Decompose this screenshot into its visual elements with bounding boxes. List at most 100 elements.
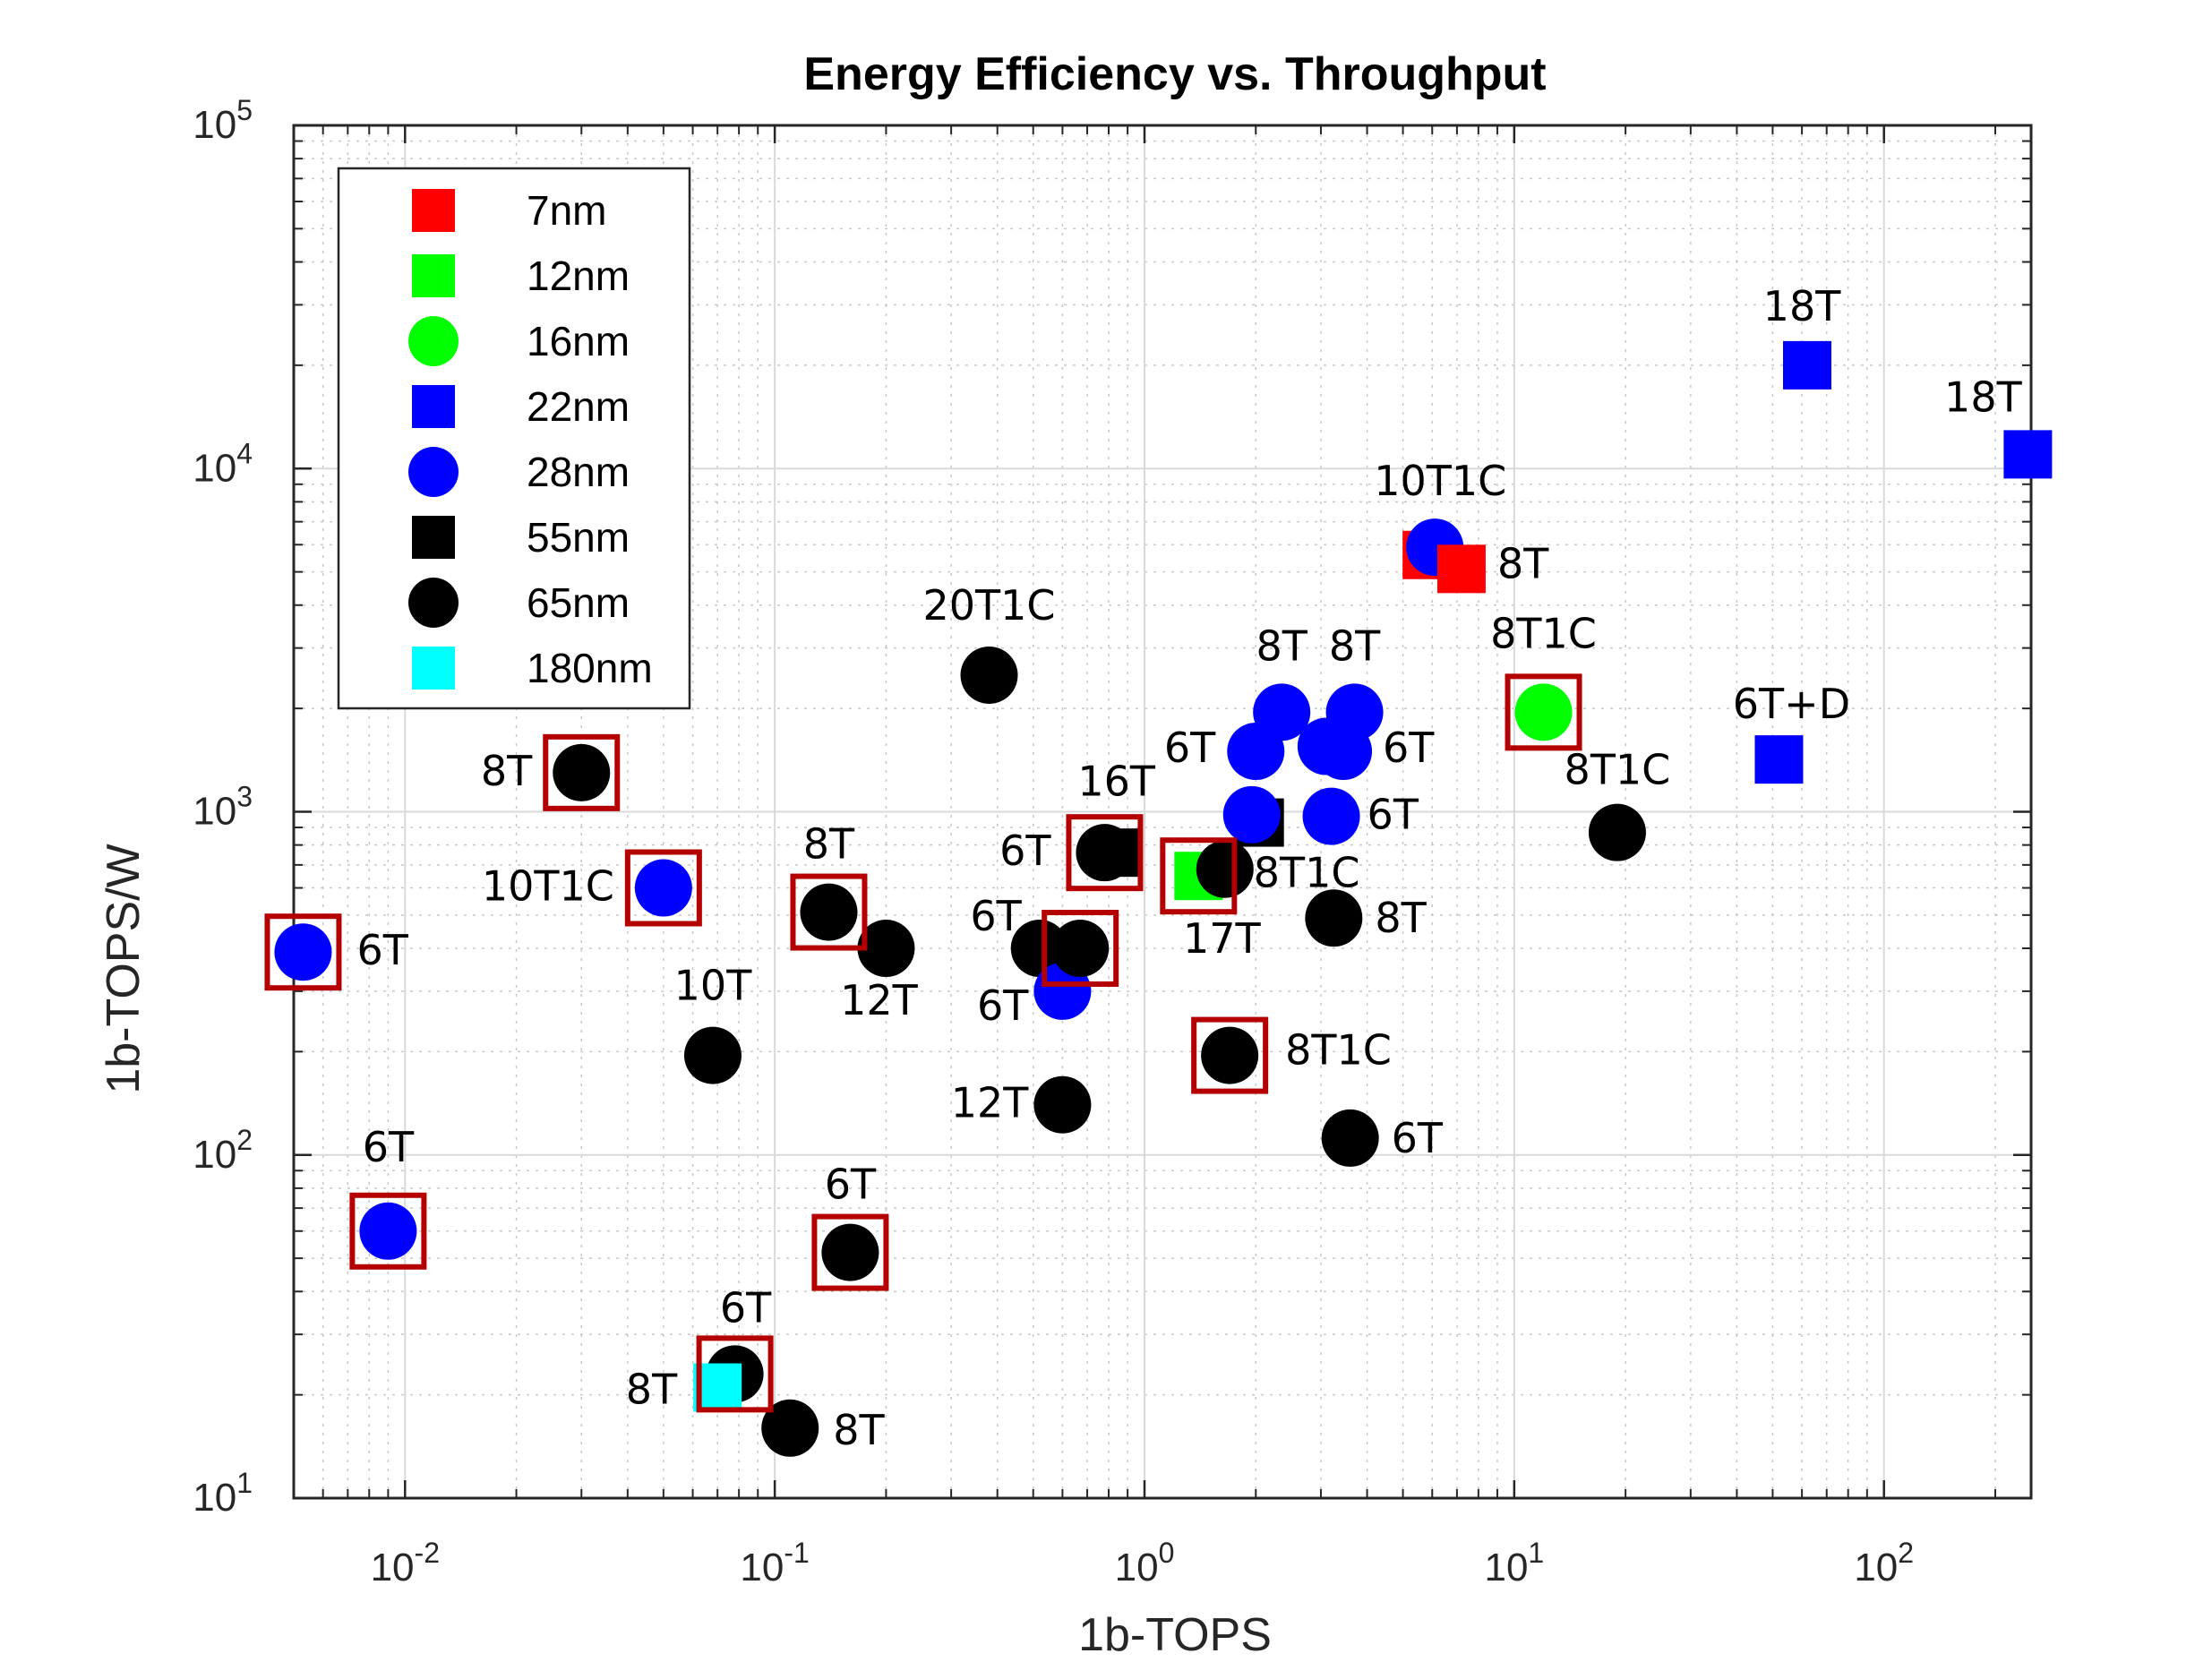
legend: 7nm 12nm 16nm 22nm 28nm 55nm 65nm 180nm — [337, 167, 691, 710]
point-label: 6T — [1392, 1114, 1444, 1162]
data-point-16nm — [1514, 683, 1573, 741]
legend-label-22nm: 22nm — [527, 383, 630, 430]
data-point-65nm — [1076, 824, 1134, 882]
data-point-65nm — [821, 1223, 879, 1281]
data-point-65nm — [1196, 840, 1254, 898]
legend-marker-16nm — [408, 316, 459, 366]
highlight-box — [349, 1192, 427, 1270]
data-point-28nm — [274, 923, 332, 981]
x-tick-label: 102 — [1854, 1537, 1914, 1589]
point-label: 6T — [356, 926, 408, 974]
highlight-box — [790, 873, 868, 951]
highlight-box — [1160, 837, 1238, 915]
legend-box — [337, 167, 691, 710]
minor-grid — [294, 125, 2031, 1498]
point-label: 8T1C — [1565, 746, 1671, 794]
y-tick-label: 102 — [193, 1124, 253, 1177]
highlight-box — [1042, 910, 1119, 988]
x-tick-label: 101 — [1484, 1537, 1544, 1589]
data-point-65nm — [1051, 920, 1110, 978]
data-point-28nm — [1253, 683, 1311, 741]
point-label: 6T — [999, 827, 1051, 875]
data-point-65nm — [1033, 1075, 1092, 1134]
point-label: 8T1C — [1285, 1026, 1392, 1075]
point-label: 18T — [1944, 373, 2023, 421]
point-label: 8T — [481, 747, 533, 795]
legend-label-28nm: 28nm — [527, 449, 630, 495]
legend-marker-12nm — [412, 254, 455, 297]
point-label: 18T — [1763, 282, 1842, 330]
point-label: 12T — [951, 1079, 1030, 1127]
highlight-box — [696, 1335, 774, 1413]
legend-label-65nm: 65nm — [527, 579, 630, 626]
data-point-65nm — [683, 1026, 742, 1084]
y-tick-label: 104 — [193, 437, 253, 490]
point-label: 12T — [840, 976, 919, 1024]
legend-label-7nm: 7nm — [527, 187, 606, 234]
highlight-box — [543, 733, 621, 811]
point-label: 6T — [1383, 724, 1435, 772]
x-tick-label: 100 — [1115, 1537, 1175, 1589]
data-point-28nm — [1033, 962, 1092, 1020]
highlight-box — [1066, 814, 1144, 892]
point-label: 8T — [626, 1366, 678, 1414]
x-tick-label: 10-1 — [740, 1537, 809, 1589]
data-point-28nm — [634, 859, 692, 917]
point-label: 8T — [1329, 621, 1381, 670]
data-point-7nm — [1436, 544, 1486, 594]
y-tick-label: 101 — [193, 1467, 253, 1520]
data-point-65nm — [960, 646, 1018, 704]
legend-marker-28nm — [408, 447, 459, 497]
data-point-22nm — [1754, 735, 1804, 784]
y-axis-label: 1b-TOPS/W — [98, 844, 150, 1093]
point-label: 20T1C — [922, 581, 1055, 630]
data-point-65nm — [1010, 920, 1068, 978]
point-label: 6T — [825, 1161, 877, 1209]
chart-title: Energy Efficiency vs. Throughput — [803, 48, 1546, 100]
legend-label-180nm: 180nm — [527, 645, 653, 691]
point-label: 6T+D — [1733, 680, 1850, 728]
tick-labels: 10-2 10-1 100 101 102 101 102 103 104 105 — [193, 94, 1914, 1589]
highlight-box — [624, 849, 702, 927]
data-point-65nm — [857, 920, 915, 978]
point-label: 8T — [833, 1406, 885, 1454]
highlight-box — [1505, 673, 1582, 751]
highlight-box — [264, 913, 342, 991]
data-point-22nm — [2003, 430, 2053, 479]
legend-label-16nm: 16nm — [527, 318, 630, 364]
point-label: 6T — [977, 981, 1029, 1030]
point-label: 6T — [1164, 724, 1216, 772]
legend-marker-22nm — [412, 385, 455, 428]
point-label: 6T — [1367, 791, 1419, 839]
data-point-28nm — [1325, 683, 1384, 741]
point-label: 6T — [970, 892, 1022, 940]
point-label: 17T — [1183, 914, 1262, 963]
point-label: 8T1C — [1254, 849, 1360, 897]
data-point-65nm — [1588, 803, 1646, 861]
highlight-boxes — [264, 673, 1582, 1413]
legend-label-12nm: 12nm — [527, 253, 630, 299]
y-tick-label: 103 — [193, 781, 253, 834]
data-point-65nm — [1201, 1026, 1259, 1084]
point-label: 16T — [1077, 758, 1156, 806]
data-point-28nm — [359, 1202, 417, 1260]
data-point-65nm — [1305, 889, 1363, 947]
point-labels: 6T 6T 8T 10T1C 10T 6T 8T 8T 8T 6T 12T 20T1C 6T 12T 6T 6… — [356, 282, 2022, 1454]
highlight-box — [1191, 1016, 1269, 1094]
point-label: 6T — [363, 1123, 415, 1171]
legend-marker-7nm — [412, 189, 455, 232]
y-tick-label: 105 — [193, 94, 253, 147]
legend-label-55nm: 55nm — [527, 514, 630, 561]
highlight-box — [811, 1213, 889, 1291]
point-label: 8T — [1375, 894, 1427, 942]
point-label: 10T1C — [482, 862, 614, 911]
data-point-28nm — [1302, 787, 1360, 845]
legend-marker-55nm — [412, 516, 455, 559]
x-axis-label: 1b-TOPS — [1078, 1609, 1272, 1661]
data-point-22nm — [1782, 340, 1831, 390]
legend-marker-65nm — [408, 578, 459, 628]
point-label: 8T — [803, 820, 855, 869]
point-label: 6T — [720, 1283, 772, 1332]
plot-frame — [292, 124, 2033, 1500]
